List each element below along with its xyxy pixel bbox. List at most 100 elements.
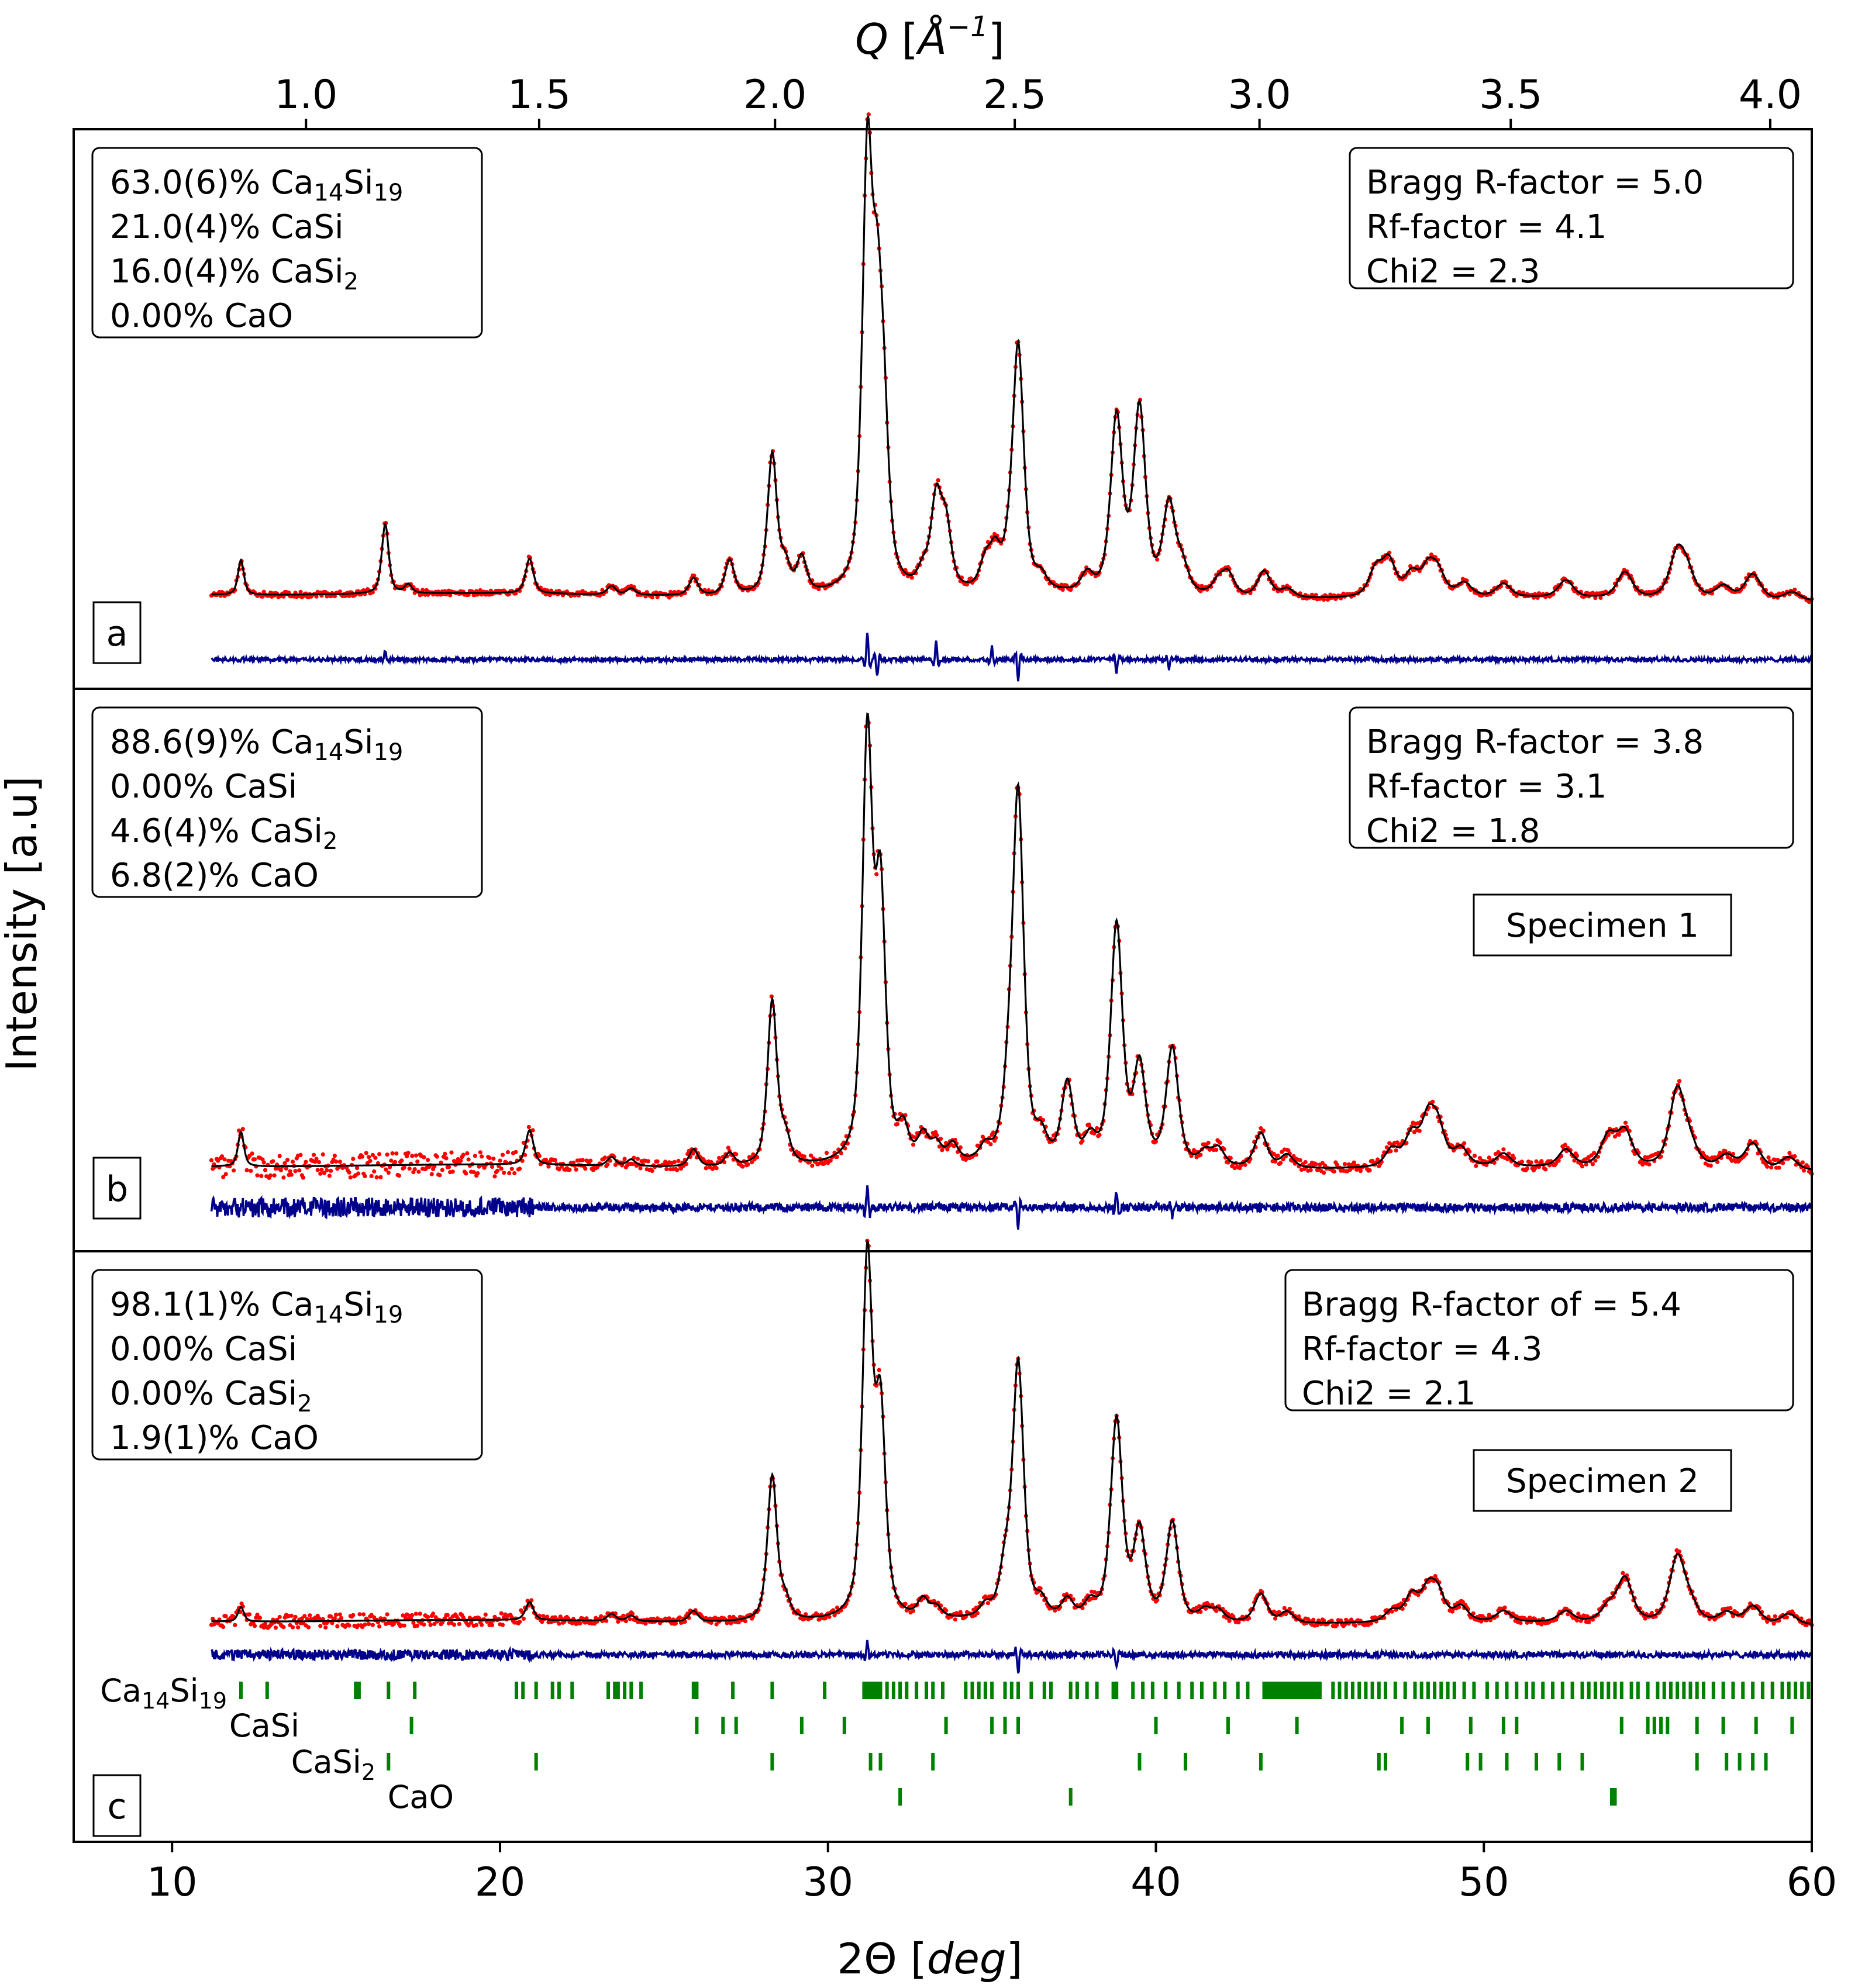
observed-point — [420, 588, 425, 592]
observed-point — [958, 1610, 963, 1614]
observed-point — [445, 1613, 450, 1617]
observed-point — [911, 1609, 916, 1613]
observed-point — [599, 1614, 604, 1618]
panel-letter-box — [92, 601, 142, 664]
bragg-tick — [891, 1682, 895, 1699]
bragg-tick — [1364, 1682, 1368, 1699]
observed-point — [480, 1623, 484, 1627]
observed-point — [509, 1615, 514, 1620]
observed-point — [729, 1621, 733, 1625]
observed-point — [557, 1621, 561, 1626]
observed-point — [988, 1142, 993, 1147]
observed-point — [944, 1141, 949, 1145]
observed-point — [1271, 1609, 1276, 1614]
observed-point — [676, 1158, 681, 1164]
bragg-tick — [1725, 1753, 1729, 1770]
bragg-tick — [354, 1682, 358, 1699]
bragg-tick — [1754, 1717, 1758, 1734]
observed-point — [520, 1158, 525, 1163]
bragg-tick — [770, 1753, 774, 1770]
y-axis-title: Intensity [a.u] — [0, 776, 46, 1071]
observed-point — [1226, 1160, 1230, 1165]
bragg-tick — [1016, 1682, 1020, 1699]
bragg-tick — [1311, 1682, 1315, 1699]
observed-point — [1623, 1120, 1628, 1125]
observed-point — [277, 1614, 282, 1620]
bragg-tick — [1721, 1682, 1725, 1699]
observed-point — [746, 1162, 750, 1166]
observed-point — [367, 1622, 371, 1627]
observed-point — [513, 1150, 518, 1154]
observed-point — [487, 1155, 492, 1160]
phase-fraction-line: 16.0(4)% CaSi2 — [110, 253, 358, 295]
bragg-tick — [1646, 1717, 1650, 1734]
observed-point — [370, 1152, 375, 1157]
observed-point — [1097, 1133, 1102, 1137]
q-tick-label: 4.0 — [1739, 72, 1802, 118]
bragg-tick — [1472, 1682, 1476, 1699]
observed-point — [1228, 1155, 1233, 1161]
observed-point — [937, 1144, 942, 1149]
observed-point — [646, 1159, 650, 1164]
observed-point — [1708, 1164, 1713, 1168]
observed-point — [374, 1175, 379, 1180]
observed-point — [1587, 1620, 1591, 1624]
observed-point — [1543, 1167, 1548, 1172]
observed-point — [1353, 1623, 1357, 1628]
bragg-tick — [1676, 1682, 1680, 1699]
observed-point — [293, 1169, 298, 1174]
bragg-tick — [898, 1682, 902, 1699]
bragg-tick — [1515, 1682, 1519, 1699]
observed-point — [638, 1166, 643, 1171]
observed-point — [1376, 1157, 1380, 1162]
bragg-tick — [1344, 1682, 1348, 1699]
observed-point — [1769, 1165, 1774, 1170]
phase-fraction-line: 98.1(1)% Ca14Si19 — [110, 1286, 403, 1328]
observed-point — [211, 1617, 215, 1621]
observed-point — [1462, 1141, 1467, 1145]
bragg-tick — [521, 1682, 525, 1699]
observed-point — [1728, 1606, 1733, 1611]
bragg-tick — [1721, 1717, 1725, 1734]
bragg-tick — [1587, 1682, 1591, 1699]
observed-point — [734, 1152, 739, 1157]
bragg-tick — [1272, 1682, 1276, 1699]
panel-letter-box — [92, 1774, 142, 1837]
observed-point — [1430, 1099, 1435, 1104]
observed-point — [337, 1159, 342, 1164]
observed-point — [743, 1619, 747, 1624]
refinement-stat: Bragg R-factor = 5.0 — [1366, 164, 1704, 202]
observed-point — [314, 594, 319, 599]
observed-point — [621, 1613, 626, 1618]
observed-point — [339, 1616, 344, 1620]
q-tick-label: 3.5 — [1479, 72, 1542, 118]
observed-point — [363, 1174, 367, 1178]
observed-point — [351, 1157, 356, 1161]
observed-point — [507, 1171, 512, 1175]
observed-point — [1677, 1079, 1682, 1083]
bragg-tick — [691, 1682, 695, 1699]
bragg-tick — [1541, 1682, 1545, 1699]
bragg-tick — [1029, 1682, 1033, 1699]
refinement-stat: Chi2 = 1.8 — [1366, 812, 1540, 850]
q-tick-label: 2.5 — [983, 72, 1046, 118]
bragg-tick — [1400, 1717, 1404, 1734]
observed-point — [490, 1164, 495, 1169]
bragg-tick — [1095, 1682, 1099, 1699]
phase-fraction-line: 6.8(2)% CaO — [110, 857, 319, 895]
bragg-tick — [1741, 1682, 1745, 1699]
observed-point — [1068, 588, 1073, 592]
bragg-tick — [977, 1682, 981, 1699]
observed-point — [1621, 1571, 1625, 1575]
observed-point — [440, 1168, 444, 1172]
bragg-tick — [1485, 1682, 1489, 1699]
bragg-tick — [1164, 1682, 1168, 1699]
bragg-tick — [1068, 1788, 1073, 1806]
bragg-tick — [1075, 1682, 1079, 1699]
bragg-tick — [925, 1682, 928, 1699]
observed-point — [298, 1152, 303, 1157]
bragg-tick — [1285, 1682, 1289, 1699]
bragg-tick — [1662, 1682, 1666, 1699]
observed-point — [391, 1621, 396, 1626]
